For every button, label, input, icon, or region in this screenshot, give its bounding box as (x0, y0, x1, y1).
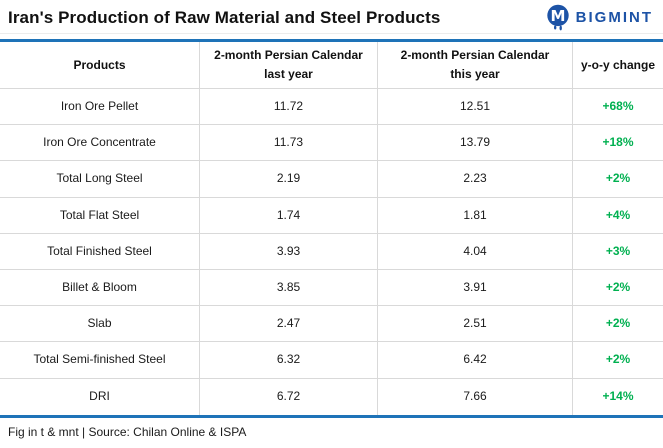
page-title: Iran's Production of Raw Material and St… (8, 7, 441, 27)
table-row: Total Flat Steel 1.74 1.81 +4% (0, 197, 663, 234)
last-year-value: 6.32 (200, 342, 378, 378)
last-year-value: 1.74 (200, 197, 378, 233)
table-row: Total Semi-finished Steel 6.32 6.42 +2% (0, 342, 663, 379)
table-row: DRI 6.72 7.66 +14% (0, 378, 663, 415)
product-name-cell: Total Flat Steel (0, 197, 200, 233)
last-year-value: 2.19 (200, 161, 378, 197)
table-row: Billet & Bloom 3.85 3.91 +2% (0, 269, 663, 307)
product-name-cell: Iron Ore Pellet (0, 89, 200, 125)
brand-name: BIGMINT (575, 9, 653, 26)
this-year-value: 2.51 (378, 306, 573, 342)
product-name-cell: Billet & Bloom (0, 269, 200, 306)
product-name-cell: DRI (0, 378, 200, 415)
this-year-value: 6.42 (378, 342, 573, 378)
yoy-change-value: +2% (605, 352, 631, 367)
production-table: Products 2-month Persian Calendar last y… (0, 39, 663, 418)
bigmint-owl-icon: M (545, 4, 571, 31)
table-header-row: Products 2-month Persian Calendar last y… (0, 42, 663, 89)
footer-note: Fig in t & mnt | Source: Chilan Online &… (8, 424, 247, 439)
this-year-value: 3.91 (378, 269, 573, 306)
yoy-change-value: +14% (602, 389, 634, 404)
table-row: Iron Ore Concentrate 11.73 13.79 +18% (0, 125, 663, 162)
yoy-change-value: +4% (605, 207, 631, 222)
last-year-value: 6.72 (200, 378, 378, 415)
last-year-value: 2.47 (200, 306, 378, 342)
last-year-value: 11.72 (200, 89, 378, 125)
header-cell-yoy: y-o-y change (580, 57, 655, 72)
last-year-value: 3.93 (200, 233, 378, 269)
last-year-value: 11.73 (200, 125, 378, 161)
product-name-cell: Slab (0, 306, 200, 342)
table-row: Iron Ore Pellet 11.72 12.51 +68% (0, 89, 663, 126)
title-bar: Iran's Production of Raw Material and St… (0, 0, 663, 34)
table-row: Total Finished Steel 3.93 4.04 +3% (0, 233, 663, 270)
yoy-change-value: +2% (605, 280, 631, 295)
this-year-value: 12.51 (378, 89, 573, 125)
product-name-cell: Total Semi-finished Steel (0, 342, 200, 378)
this-year-value: 13.79 (378, 125, 573, 161)
svg-text:M: M (550, 7, 565, 25)
this-year-value: 1.81 (378, 197, 573, 233)
yoy-change-value: +3% (605, 243, 631, 258)
header-cell-products: Products (0, 42, 200, 88)
table-row: Total Long Steel 2.19 2.23 +2% (0, 161, 663, 198)
this-year-value: 2.23 (378, 161, 573, 197)
yoy-change-value: +2% (605, 316, 631, 331)
product-name-cell: Iron Ore Concentrate (0, 125, 200, 161)
footer: Fig in t & mnt | Source: Chilan Online &… (0, 418, 663, 446)
brand-logo: M BIGMINT (545, 4, 653, 31)
last-year-value: 3.85 (200, 269, 378, 306)
product-name-cell: Total Long Steel (0, 161, 200, 197)
this-year-value: 7.66 (378, 378, 573, 415)
table-row: Slab 2.47 2.51 +2% (0, 306, 663, 343)
yoy-change-value: +68% (602, 99, 634, 114)
this-year-value: 4.04 (378, 233, 573, 269)
header-cell-this-year: 2-month Persian Calendar this year (378, 42, 573, 88)
yoy-change-value: +2% (605, 171, 631, 186)
yoy-change-value: +18% (602, 135, 634, 150)
header-cell-last-year: 2-month Persian Calendar last year (200, 42, 378, 88)
product-name-cell: Total Finished Steel (0, 233, 200, 269)
